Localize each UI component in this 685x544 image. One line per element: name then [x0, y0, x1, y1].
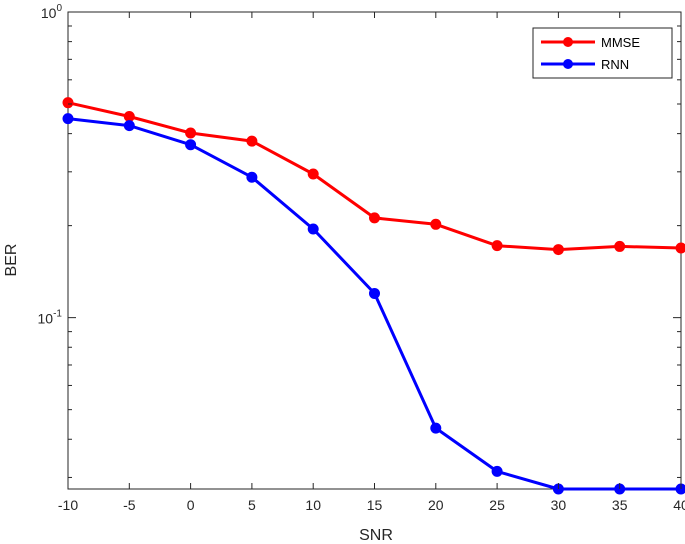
plot-area: [67, 11, 682, 490]
mmse-point: [246, 135, 258, 147]
mmse-point: [307, 168, 319, 180]
mmse-point: [614, 240, 626, 252]
x-axis-ticks: -10 -5 0 5 10 15 20 25 30 35 40: [58, 12, 685, 513]
mmse-point: [123, 111, 135, 123]
x-tick-label: 35: [612, 497, 628, 513]
x-tick-label: 5: [248, 497, 256, 513]
legend: MMSE RNN: [532, 27, 673, 79]
rnn-point: [123, 120, 135, 132]
legend-label-rnn: RNN: [601, 57, 629, 72]
y-tick-label: 10-1: [38, 309, 63, 327]
y-tick-label: 100: [41, 3, 63, 21]
x-tick-label: 30: [551, 497, 567, 513]
legend-marker-mmse: [563, 37, 573, 47]
x-tick-label: -5: [123, 497, 136, 513]
mmse-point: [675, 242, 685, 254]
x-tick-label: 20: [428, 497, 444, 513]
mmse-point: [62, 97, 74, 109]
x-tick-label: 25: [489, 497, 505, 513]
mmse-point: [369, 212, 380, 224]
rnn-point: [62, 113, 74, 125]
legend-box: [532, 27, 673, 79]
mmse-point: [491, 240, 503, 252]
rnn-point: [369, 287, 380, 299]
x-tick-label: 0: [187, 497, 195, 513]
mmse-point: [185, 127, 197, 139]
series-layer: [62, 97, 685, 495]
x-tick-label: 40: [673, 497, 685, 513]
rnn-point: [307, 223, 319, 235]
x-axis-label: SNR: [359, 527, 393, 544]
rnn-point: [246, 171, 258, 183]
legend-marker-rnn: [563, 59, 573, 69]
mmse-point: [430, 218, 442, 230]
legend-label-mmse: MMSE: [601, 35, 640, 50]
x-tick-label: -10: [58, 497, 78, 513]
x-tick-label: 15: [367, 497, 383, 513]
rnn-point: [185, 139, 197, 151]
axes-box: [67, 11, 682, 490]
y-axis-ticks: 100 10-1: [38, 3, 681, 478]
rnn-point: [491, 465, 503, 477]
y-axis-label: BER: [3, 244, 20, 277]
mmse-point: [552, 244, 564, 256]
rnn-point: [430, 422, 442, 434]
x-tick-label: 10: [305, 497, 321, 513]
